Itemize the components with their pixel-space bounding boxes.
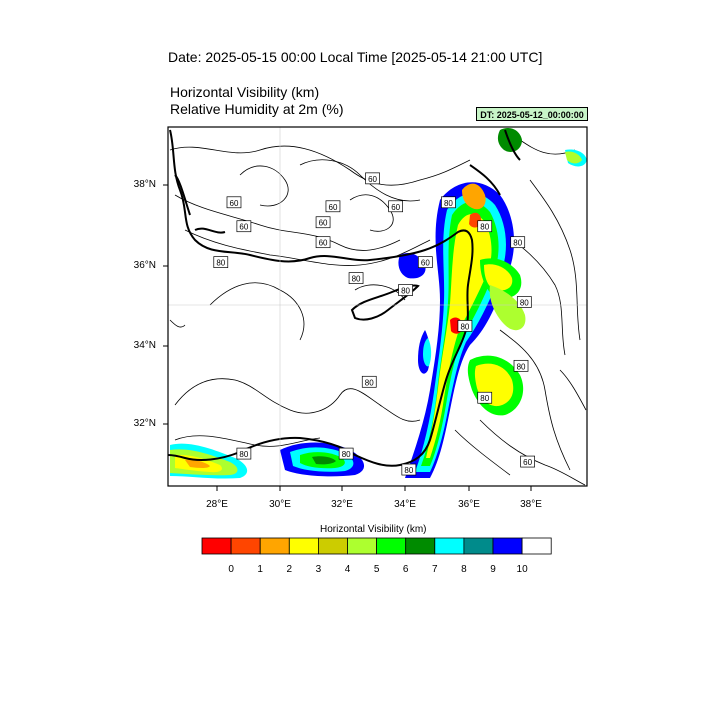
contour-label-text: 80 bbox=[216, 259, 225, 268]
contour-label-text: 80 bbox=[404, 466, 413, 475]
legend-label: 8 bbox=[461, 564, 467, 575]
contour-label-text: 80 bbox=[365, 378, 374, 387]
legend-swatch bbox=[318, 537, 348, 555]
dt-badge: DT: 2025-05-12_00:00:00 bbox=[476, 107, 588, 121]
lat-tick-label-3: 32°N bbox=[133, 418, 156, 429]
axis-ticks bbox=[163, 184, 532, 491]
legend-swatch bbox=[434, 537, 465, 555]
legend-swatch bbox=[230, 537, 261, 555]
contour-label-text: 60 bbox=[319, 239, 328, 248]
contour-label: 80 bbox=[236, 447, 252, 460]
lon-tick-label-4: 36°E bbox=[458, 499, 480, 510]
lon-tick-label-0: 28°E bbox=[206, 499, 228, 510]
legend-swatch bbox=[376, 537, 407, 555]
lon-tick-label-1: 30°E bbox=[269, 499, 291, 510]
lat-tick-label-0: 38°N bbox=[133, 179, 156, 190]
legend-title: Horizontal Visibility (km) bbox=[320, 524, 427, 535]
contour-label: 60 bbox=[325, 200, 341, 213]
contour-label-text: 60 bbox=[329, 203, 338, 212]
variable-label-humidity: Relative Humidity at 2m (%) bbox=[170, 101, 344, 117]
lat-tick-label-2: 34°N bbox=[133, 340, 156, 351]
legend-label: 5 bbox=[373, 564, 380, 575]
lon-tick-label-2: 32°E bbox=[331, 499, 353, 510]
contour-label-text: 60 bbox=[523, 458, 532, 467]
legend-label: 6 bbox=[402, 564, 409, 575]
legend-label: 10 bbox=[516, 564, 528, 575]
contour-label-text: 80 bbox=[460, 322, 469, 331]
contour-label: 60 bbox=[417, 256, 433, 268]
rh-contours bbox=[169, 139, 587, 486]
contour-label-text: 80 bbox=[444, 199, 453, 208]
contour-label-text: 80 bbox=[352, 275, 361, 284]
contour-label: 80 bbox=[401, 463, 417, 476]
legend-label: 1 bbox=[257, 564, 263, 575]
lon-tick-label-5: 38°E bbox=[520, 499, 542, 510]
contour-label: 80 bbox=[348, 272, 364, 284]
map-frame bbox=[167, 126, 588, 487]
legend-swatch bbox=[259, 537, 290, 555]
contour-label-text: 80 bbox=[239, 450, 248, 459]
contour-label: 80 bbox=[441, 196, 456, 209]
coastlines bbox=[168, 129, 521, 467]
contour-label: 80 bbox=[510, 236, 526, 249]
contour-label: 60 bbox=[236, 220, 252, 233]
contour-label: 80 bbox=[338, 447, 354, 460]
legend-label: 9 bbox=[490, 564, 496, 575]
contour-label-text: 60 bbox=[239, 223, 248, 232]
map-plot-area: 6080606060606060608080808080808080808080… bbox=[168, 127, 587, 486]
contour-label-text: 80 bbox=[513, 239, 522, 248]
lat-tick-label-1: 36°N bbox=[133, 260, 156, 271]
variable-label-visibility: Horizontal Visibility (km) bbox=[170, 84, 320, 100]
contour-label-text: 80 bbox=[401, 287, 410, 296]
contour-label: 60 bbox=[365, 172, 380, 185]
contour-label: 80 bbox=[516, 296, 532, 308]
contour-label: 60 bbox=[388, 200, 403, 213]
contour-label: 80 bbox=[477, 391, 493, 404]
contour-label-text: 80 bbox=[520, 299, 529, 308]
contour-label-text: 80 bbox=[480, 394, 489, 403]
contour-label-text: 60 bbox=[368, 175, 377, 184]
contour-label-layer: 6080606060606060608080808080808080808080… bbox=[213, 172, 535, 476]
contour-label: 80 bbox=[398, 284, 413, 296]
contour-label-text: 80 bbox=[480, 223, 489, 232]
legend-swatch bbox=[463, 537, 494, 555]
legend-swatch bbox=[405, 537, 436, 555]
legend-label: 4 bbox=[344, 564, 351, 575]
map-title: Date: 2025-05-15 00:00 Local Time [2025-… bbox=[168, 49, 543, 65]
legend-label: 3 bbox=[315, 564, 322, 575]
contour-label: 60 bbox=[520, 455, 535, 468]
contour-label: 80 bbox=[457, 320, 473, 332]
contour-label: 80 bbox=[477, 220, 493, 233]
lon-tick-label-3: 34°E bbox=[394, 499, 416, 510]
legend-label: 2 bbox=[286, 564, 293, 575]
legend-swatch bbox=[347, 537, 378, 555]
legend-swatch bbox=[521, 537, 552, 555]
contour-label: 60 bbox=[315, 236, 331, 249]
contour-label: 80 bbox=[213, 256, 229, 268]
contour-label-text: 60 bbox=[421, 259, 430, 268]
contour-label-text: 60 bbox=[230, 199, 239, 208]
legend-swatch bbox=[288, 537, 319, 555]
contour-label: 80 bbox=[361, 375, 377, 388]
contour-label: 60 bbox=[315, 216, 331, 229]
contour-label: 80 bbox=[513, 359, 529, 372]
contour-label-text: 60 bbox=[391, 203, 400, 212]
legend-label: 0 bbox=[228, 564, 234, 575]
legend-colorbar bbox=[201, 537, 552, 555]
contour-label-text: 80 bbox=[342, 450, 351, 459]
legend-swatch bbox=[201, 537, 232, 555]
contour-label-text: 80 bbox=[517, 362, 526, 371]
contour-label: 60 bbox=[226, 196, 242, 209]
legend-swatch bbox=[492, 537, 523, 555]
contour-label-text: 60 bbox=[319, 219, 328, 228]
legend-label: 7 bbox=[432, 564, 438, 575]
